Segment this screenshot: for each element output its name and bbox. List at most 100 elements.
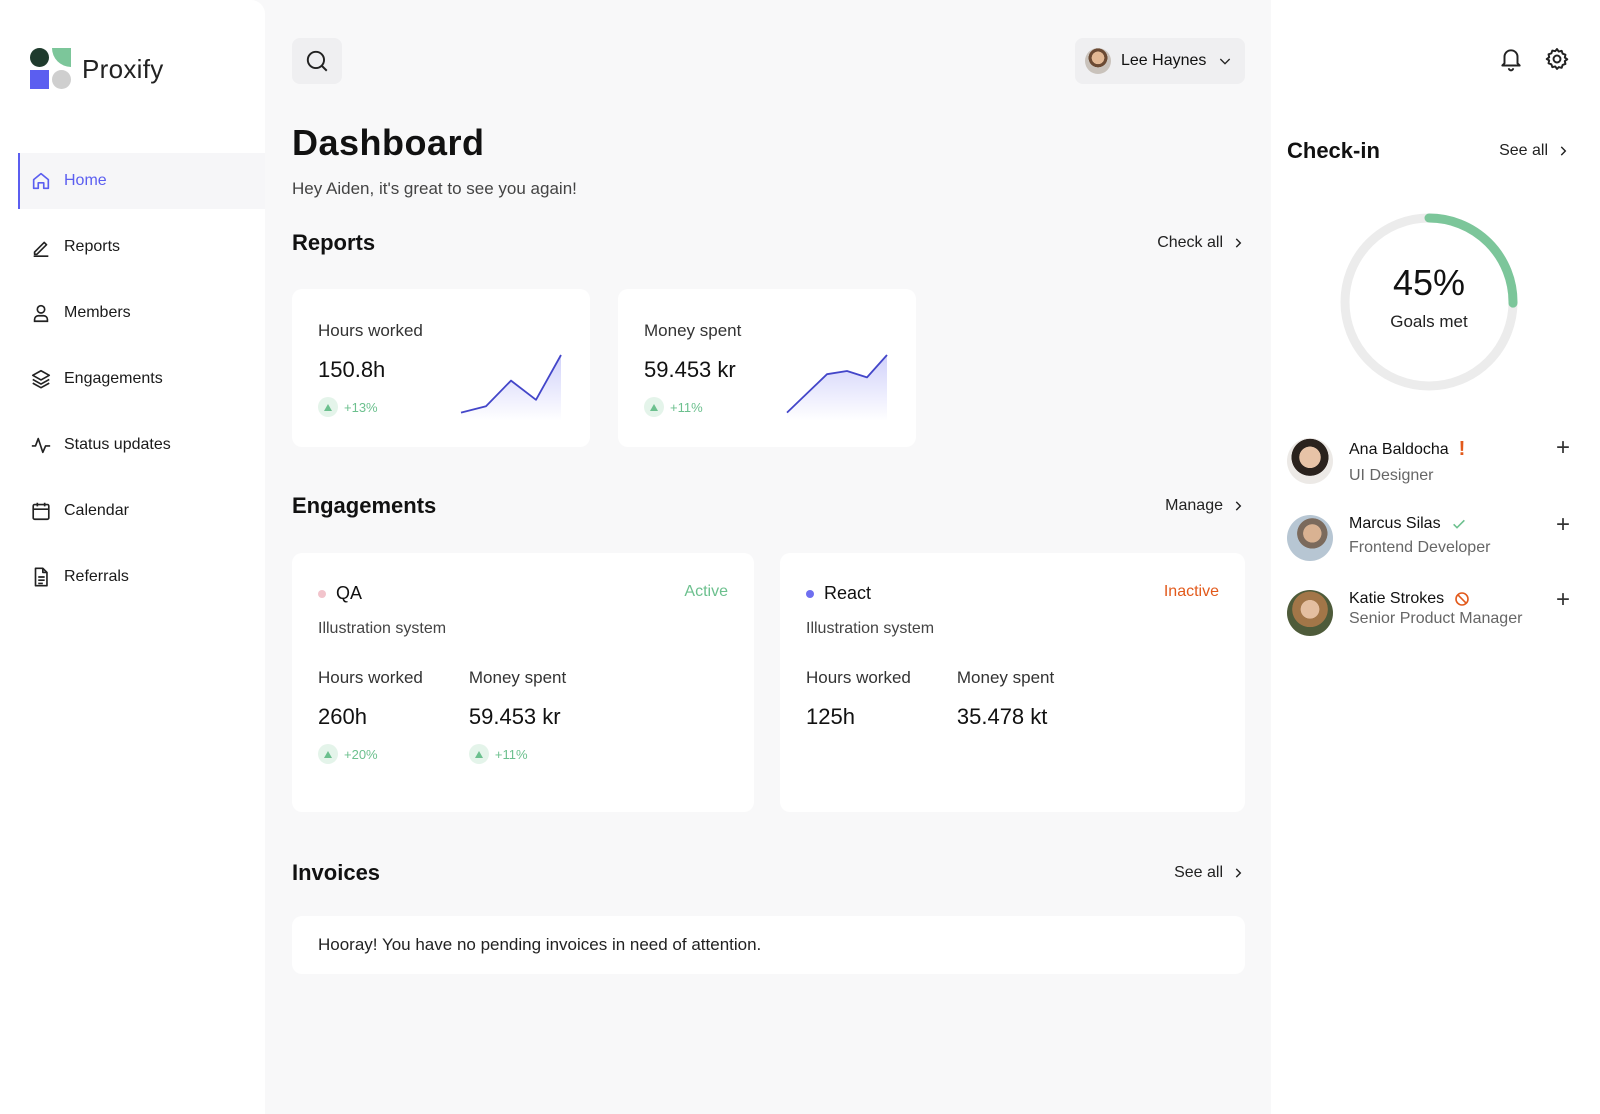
sidebar-item-engagements[interactable]: Engagements (18, 351, 265, 407)
gauge-label: 45% Goals met (1337, 262, 1521, 332)
report-card-money[interactable]: Money spent 59.453 kr +11% (618, 289, 916, 447)
right-panel: Check-in See all 45% Goals met Ana Baldo… (1271, 0, 1600, 1114)
report-label: Hours worked (318, 321, 423, 340)
engagements-header: Engagements Manage (292, 493, 1245, 519)
person-name-row: Marcus Silas (1349, 515, 1490, 533)
sidebar-item-home[interactable]: Home (18, 153, 265, 209)
engagement-subtitle: Illustration system (806, 620, 935, 637)
bell-icon[interactable] (1498, 46, 1524, 72)
report-delta: +11% (644, 397, 890, 417)
sidebar-item-referrals[interactable]: Referrals (18, 549, 265, 605)
status-dot (806, 589, 814, 598)
sparkline-line (786, 354, 888, 414)
add-icon[interactable]: + (1555, 434, 1570, 461)
invoices-see-all-link[interactable]: See all (1174, 864, 1245, 882)
invoices-empty-message: Hooray! You have no pending invoices in … (318, 935, 762, 954)
goals-percent: 45% (1392, 262, 1466, 303)
report-label: Money spent (644, 321, 742, 340)
arrow-up-icon (318, 744, 338, 764)
engagement-title: QA (336, 583, 363, 603)
person-role: UI Designer (1349, 467, 1434, 484)
engagement-card-qa[interactable]: QA Active Illustration system Hours work… (292, 553, 754, 812)
money-trend-sparkline (786, 354, 888, 421)
checkin-header: Check-in See all (1287, 138, 1570, 164)
sidebar-item-status-updates[interactable]: Status updates (18, 417, 265, 473)
stat-delta: +20% (318, 744, 423, 764)
report-delta: +13% (318, 397, 564, 417)
person-role: Frontend Developer (1349, 539, 1491, 556)
activity-icon (31, 437, 51, 454)
header-actions (1498, 46, 1570, 72)
hours-stat: Hours worked 260h +20% (318, 668, 423, 764)
stat-label: Money spent (956, 668, 1055, 687)
checkin-person[interactable]: Katie Strokes Senior Product Manager + (1287, 586, 1570, 636)
engagement-subtitle: Illustration system (318, 620, 447, 637)
blocked-icon (1455, 592, 1469, 606)
engagements-manage-link[interactable]: Manage (1165, 497, 1245, 515)
arrow-up-icon (468, 744, 489, 764)
stat-delta-value: +20% (344, 746, 378, 762)
sidebar-item-label: Members (64, 304, 131, 321)
home-icon (32, 172, 50, 190)
person-name: Ana Baldocha (1349, 440, 1449, 458)
person-name-row: Katie Strokes (1349, 590, 1522, 608)
sidebar-item-label: Calendar (64, 502, 129, 519)
stat-label: Hours worked (806, 668, 911, 687)
stat-value: 35.478 kt (956, 704, 1048, 729)
layers-icon (31, 369, 51, 389)
logo-mark-icon (30, 48, 72, 90)
checkin-person[interactable]: Ana Baldocha ! UI Designer + (1287, 434, 1570, 485)
engagement-name: React (806, 583, 1219, 604)
exclamation-icon: ! (1458, 438, 1466, 460)
sidebar-item-reports[interactable]: Reports (18, 219, 265, 275)
sidebar-item-label: Engagements (64, 370, 163, 387)
pencil-icon (33, 241, 49, 257)
chevron-right-icon (1235, 238, 1242, 248)
user-menu[interactable]: Lee Haynes (1075, 38, 1245, 84)
person-info: Ana Baldocha ! UI Designer (1349, 438, 1465, 485)
chevron-down-icon (1219, 58, 1231, 65)
engagement-name: QA (318, 583, 728, 604)
avatar (1287, 438, 1333, 484)
brand-name: Proxify (82, 53, 164, 84)
goals-caption: Goals met (1390, 312, 1468, 331)
add-icon[interactable]: + (1555, 511, 1570, 538)
sidebar: Proxify Home Reports Members Engagements… (0, 0, 265, 1114)
checkin-person[interactable]: Marcus Silas Frontend Developer + (1287, 511, 1570, 561)
main-content: Lee Haynes Dashboard Hey Aiden, it's gre… (265, 0, 1271, 1114)
gear-icon[interactable] (1544, 46, 1570, 72)
sidebar-item-calendar[interactable]: Calendar (18, 483, 265, 539)
sidebar-nav: Home Reports Members Engagements Status … (18, 153, 265, 615)
goals-gauge-ring (1340, 213, 1518, 391)
search-button[interactable] (292, 38, 342, 84)
chevron-right-icon (1235, 868, 1242, 878)
logo[interactable]: Proxify (30, 48, 164, 90)
money-stat: Money spent 35.478 kt (957, 668, 1054, 730)
sparkline-line (460, 354, 562, 414)
sidebar-item-label: Referrals (64, 568, 129, 585)
money-stat: Money spent 59.453 kr +11% (468, 668, 567, 764)
sparkline-area (787, 355, 887, 421)
chevron-right-icon (1235, 501, 1242, 511)
avatar (1287, 515, 1333, 561)
stat-label: Money spent (468, 668, 567, 687)
status-dot (318, 589, 326, 598)
stat-delta-value: +11% (494, 746, 528, 762)
manage-label: Manage (1165, 497, 1223, 514)
add-icon[interactable]: + (1555, 586, 1570, 613)
person-name-row: Ana Baldocha ! (1349, 438, 1465, 461)
stat-label: Hours worked (318, 668, 423, 687)
sidebar-item-members[interactable]: Members (18, 285, 265, 341)
status-badge: Active (684, 583, 728, 600)
engagement-card-react[interactable]: React Inactive Illustration system Hours… (780, 553, 1245, 812)
arrow-up-icon (318, 397, 338, 417)
report-value: 59.453 kr (644, 357, 736, 382)
reports-header: Reports Check all (292, 230, 1245, 256)
report-delta-value: +11% (670, 399, 703, 415)
invoices-title: Invoices (292, 860, 381, 885)
reports-check-all-link[interactable]: Check all (1157, 234, 1245, 252)
sparkline-area (461, 355, 561, 421)
person-info: Katie Strokes Senior Product Manager (1349, 590, 1522, 628)
report-card-hours[interactable]: Hours worked 150.8h +13% (292, 289, 590, 447)
checkin-see-all-link[interactable]: See all (1499, 142, 1570, 160)
